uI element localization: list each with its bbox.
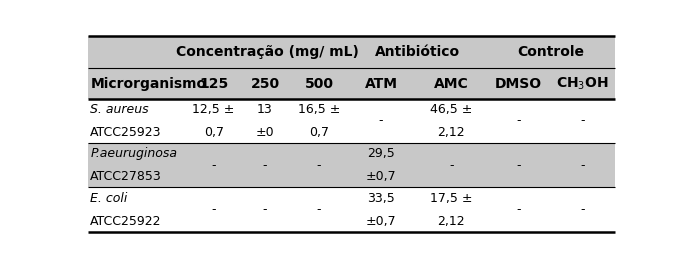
Text: -: - xyxy=(580,114,584,127)
Bar xyxy=(88,143,614,187)
Text: Controle: Controle xyxy=(518,45,585,59)
Text: -: - xyxy=(516,114,521,127)
Bar xyxy=(88,187,614,232)
Text: 46,5 ±: 46,5 ± xyxy=(430,103,473,116)
Text: 250: 250 xyxy=(250,77,280,91)
Text: ATCC25923: ATCC25923 xyxy=(90,126,162,139)
Text: ±0,7: ±0,7 xyxy=(366,215,396,228)
Text: CH$_3$OH: CH$_3$OH xyxy=(556,76,609,92)
Bar xyxy=(88,99,614,143)
Text: ATCC27853: ATCC27853 xyxy=(90,170,162,183)
Text: -: - xyxy=(516,159,521,172)
Text: -: - xyxy=(516,203,521,216)
Text: 13: 13 xyxy=(257,103,273,116)
Text: Antibiótico: Antibiótico xyxy=(375,45,460,59)
Text: 0,7: 0,7 xyxy=(309,126,329,139)
Text: P.aeuruginosa: P.aeuruginosa xyxy=(90,147,177,160)
Text: ATCC25922: ATCC25922 xyxy=(90,215,162,228)
Text: -: - xyxy=(211,159,216,172)
Text: 2,12: 2,12 xyxy=(437,215,465,228)
Bar xyxy=(88,68,614,99)
Text: -: - xyxy=(317,159,321,172)
Bar xyxy=(88,36,614,68)
Text: 29,5: 29,5 xyxy=(367,147,395,160)
Text: ±0: ±0 xyxy=(256,126,274,139)
Text: 12,5 ±: 12,5 ± xyxy=(192,103,235,116)
Text: S. aureus: S. aureus xyxy=(90,103,149,116)
Text: DMSO: DMSO xyxy=(495,77,542,91)
Text: 2,12: 2,12 xyxy=(437,126,465,139)
Text: 0,7: 0,7 xyxy=(204,126,224,139)
Text: Concentração (mg/ mL): Concentração (mg/ mL) xyxy=(176,45,359,59)
Text: -: - xyxy=(263,159,267,172)
Text: -: - xyxy=(263,203,267,216)
Text: -: - xyxy=(317,203,321,216)
Text: -: - xyxy=(580,159,584,172)
Text: -: - xyxy=(379,114,383,127)
Text: -: - xyxy=(580,203,584,216)
Text: -: - xyxy=(449,159,453,172)
Text: -: - xyxy=(211,203,216,216)
Text: 33,5: 33,5 xyxy=(367,192,395,205)
Text: AMC: AMC xyxy=(434,77,469,91)
Text: ATM: ATM xyxy=(365,77,397,91)
Text: 500: 500 xyxy=(304,77,334,91)
Text: Microrganismo: Microrganismo xyxy=(90,77,207,91)
Text: 16,5 ±: 16,5 ± xyxy=(298,103,340,116)
Text: 125: 125 xyxy=(199,77,228,91)
Text: 17,5 ±: 17,5 ± xyxy=(430,192,473,205)
Text: E. coli: E. coli xyxy=(90,192,128,205)
Text: ±0,7: ±0,7 xyxy=(366,170,396,183)
